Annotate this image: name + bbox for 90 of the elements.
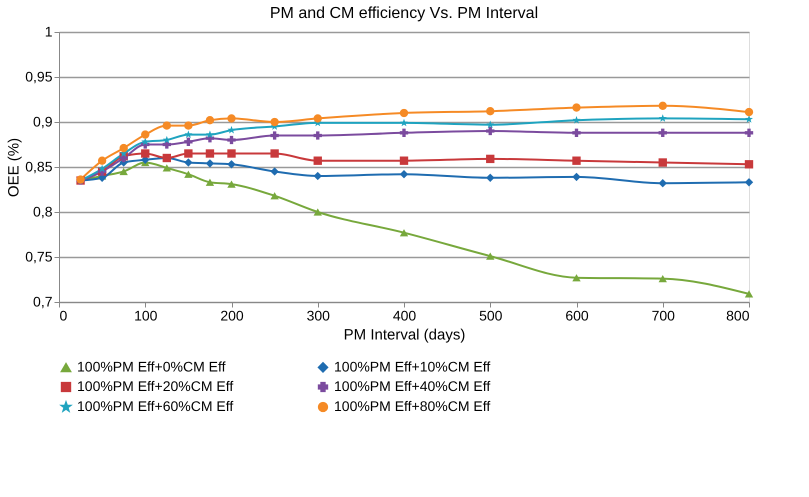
point <box>486 174 494 182</box>
point <box>486 126 494 136</box>
x-tick-label: 300 <box>306 308 330 324</box>
point <box>314 114 322 123</box>
point <box>184 121 193 130</box>
point <box>572 103 581 112</box>
point <box>314 131 322 140</box>
x-axis-title: PM Interval (days) <box>344 326 466 344</box>
y-tick-label: 0,95 <box>25 68 53 84</box>
point <box>270 149 279 158</box>
y-tick-label: 0,9 <box>33 114 53 130</box>
point <box>206 178 214 186</box>
x-tick-label: 600 <box>565 308 589 324</box>
point <box>141 138 150 146</box>
point <box>400 128 408 137</box>
point <box>314 208 322 216</box>
y-tick-label: 0,75 <box>25 248 53 264</box>
point <box>184 149 193 158</box>
point <box>744 178 754 186</box>
point <box>227 149 236 158</box>
x-tick-label: 0 <box>60 308 68 324</box>
point <box>400 229 408 236</box>
point <box>744 108 754 116</box>
x-tick-label: 800 <box>726 308 750 324</box>
point <box>184 130 192 138</box>
point <box>572 274 581 282</box>
legend-label: 100%PM Eff+10%CM Eff <box>334 358 490 374</box>
point <box>745 115 753 123</box>
x-tick-label: 500 <box>479 308 503 324</box>
point <box>120 144 128 152</box>
point <box>184 158 193 167</box>
legend-label: 100%PM Eff+60%CM Eff <box>77 398 234 414</box>
point <box>744 128 754 137</box>
point <box>228 126 236 134</box>
point <box>400 170 408 178</box>
point <box>400 108 408 118</box>
point <box>227 114 236 123</box>
point <box>314 172 322 180</box>
point <box>658 158 667 167</box>
point <box>141 149 150 158</box>
point <box>572 172 581 182</box>
legend-label: 100%PM Eff+0%CM Eff <box>77 358 226 375</box>
point <box>658 102 667 110</box>
point <box>162 121 171 130</box>
y-tick-label: 1 <box>44 24 53 40</box>
point <box>98 156 106 165</box>
x-tick-label: 200 <box>220 308 244 324</box>
point <box>744 290 754 298</box>
y-axis-title: OEE (%) <box>5 138 22 198</box>
point <box>206 116 214 124</box>
point <box>98 164 106 172</box>
x-tick-label: 400 <box>392 308 416 324</box>
point <box>162 164 171 172</box>
point <box>400 118 408 126</box>
y-tick-label: 0,7 <box>33 294 53 310</box>
legend-label: 100%PM Eff+20%CM Eff <box>77 378 234 394</box>
point <box>184 138 193 146</box>
point <box>486 252 494 260</box>
point <box>400 156 408 165</box>
point <box>141 130 150 139</box>
point <box>227 160 236 168</box>
chart-title: PM and CM efficiency Vs. PM Interval <box>270 5 538 22</box>
point <box>206 159 214 168</box>
point <box>314 156 322 165</box>
y-tick-label: 0,8 <box>33 204 53 220</box>
point <box>227 180 236 188</box>
point <box>270 118 279 126</box>
legend-label: 100%PM Eff+40%CM Eff <box>334 378 490 394</box>
point <box>270 192 279 200</box>
legend-label: 100%PM Eff+80%CM Eff <box>334 398 490 414</box>
point <box>658 179 667 188</box>
point <box>658 128 667 137</box>
point <box>206 149 214 158</box>
x-tick-label: 100 <box>134 308 158 324</box>
point <box>270 131 279 140</box>
point <box>572 128 581 137</box>
point <box>572 156 581 165</box>
point <box>270 167 279 176</box>
point <box>120 168 128 176</box>
x-tick-label: 700 <box>652 308 676 324</box>
point <box>572 116 580 124</box>
point <box>486 120 494 128</box>
y-tick-label: 0,85 <box>25 158 53 174</box>
point <box>486 107 494 116</box>
point <box>184 170 193 178</box>
point <box>744 160 754 168</box>
point <box>658 114 667 122</box>
point <box>658 274 667 282</box>
point <box>486 154 494 164</box>
point <box>206 130 214 138</box>
